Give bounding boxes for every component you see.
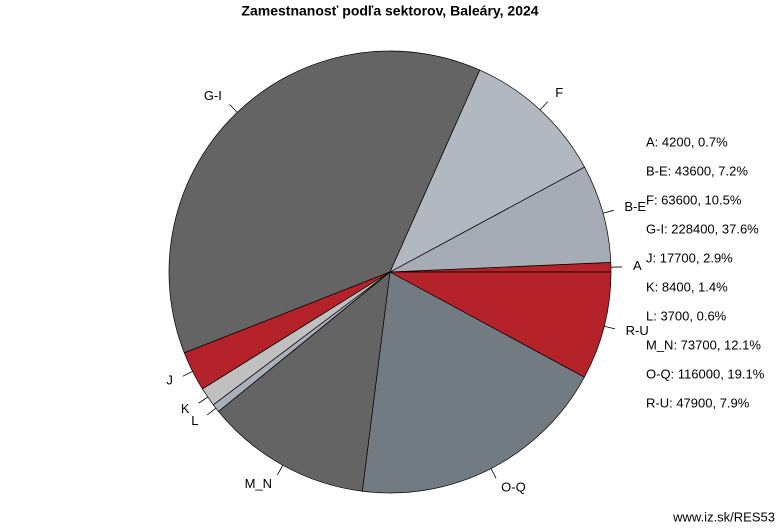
label-tick [229, 104, 238, 113]
legend-entry: M_N: 73700, 12.1% [646, 337, 761, 352]
legend-entry: F: 63600, 10.5% [646, 192, 742, 207]
legend-entry: R-U: 47900, 7.9% [646, 395, 750, 410]
pie-slice [389, 166, 612, 273]
slice-label: G-I [204, 88, 222, 103]
chart-title: Zamestnanosť podľa sektorov, Baleáry, 20… [241, 3, 538, 19]
slice-label: J [166, 373, 173, 388]
source: www.iz.sk/RES53 [672, 509, 775, 524]
slice-label: K [181, 401, 190, 416]
slice-label: O-Q [501, 480, 526, 495]
slice-label: F [555, 85, 563, 100]
label-tick [490, 468, 497, 479]
slice-label: R-U [626, 323, 649, 338]
slice-label: M_N [245, 476, 272, 491]
label-tick [198, 396, 208, 404]
legend-entry: K: 8400, 1.4% [646, 279, 728, 294]
pie-slice [389, 69, 585, 273]
legend-entry: J: 17700, 2.9% [646, 250, 733, 265]
legend-entry: G-I: 228400, 37.6% [646, 221, 759, 236]
label-tick [539, 101, 548, 111]
label-tick [206, 407, 217, 416]
legend-entry: B-E: 43600, 7.2% [646, 163, 748, 178]
pie-slice [389, 271, 612, 378]
slice-label: B-E [624, 199, 646, 214]
label-tick [604, 325, 616, 330]
slice-label: L [191, 413, 198, 428]
pie-slice [168, 50, 481, 354]
pie-slice [218, 271, 391, 492]
label-tick [277, 465, 284, 476]
legend-entry: L: 3700, 0.6% [646, 308, 727, 323]
label-tick [182, 370, 193, 377]
slice-label: A [633, 258, 642, 273]
label-tick [602, 209, 614, 214]
legend-entry: A: 4200, 0.7% [646, 134, 728, 149]
legend-entry: O-Q: 116000, 19.1% [646, 366, 765, 381]
